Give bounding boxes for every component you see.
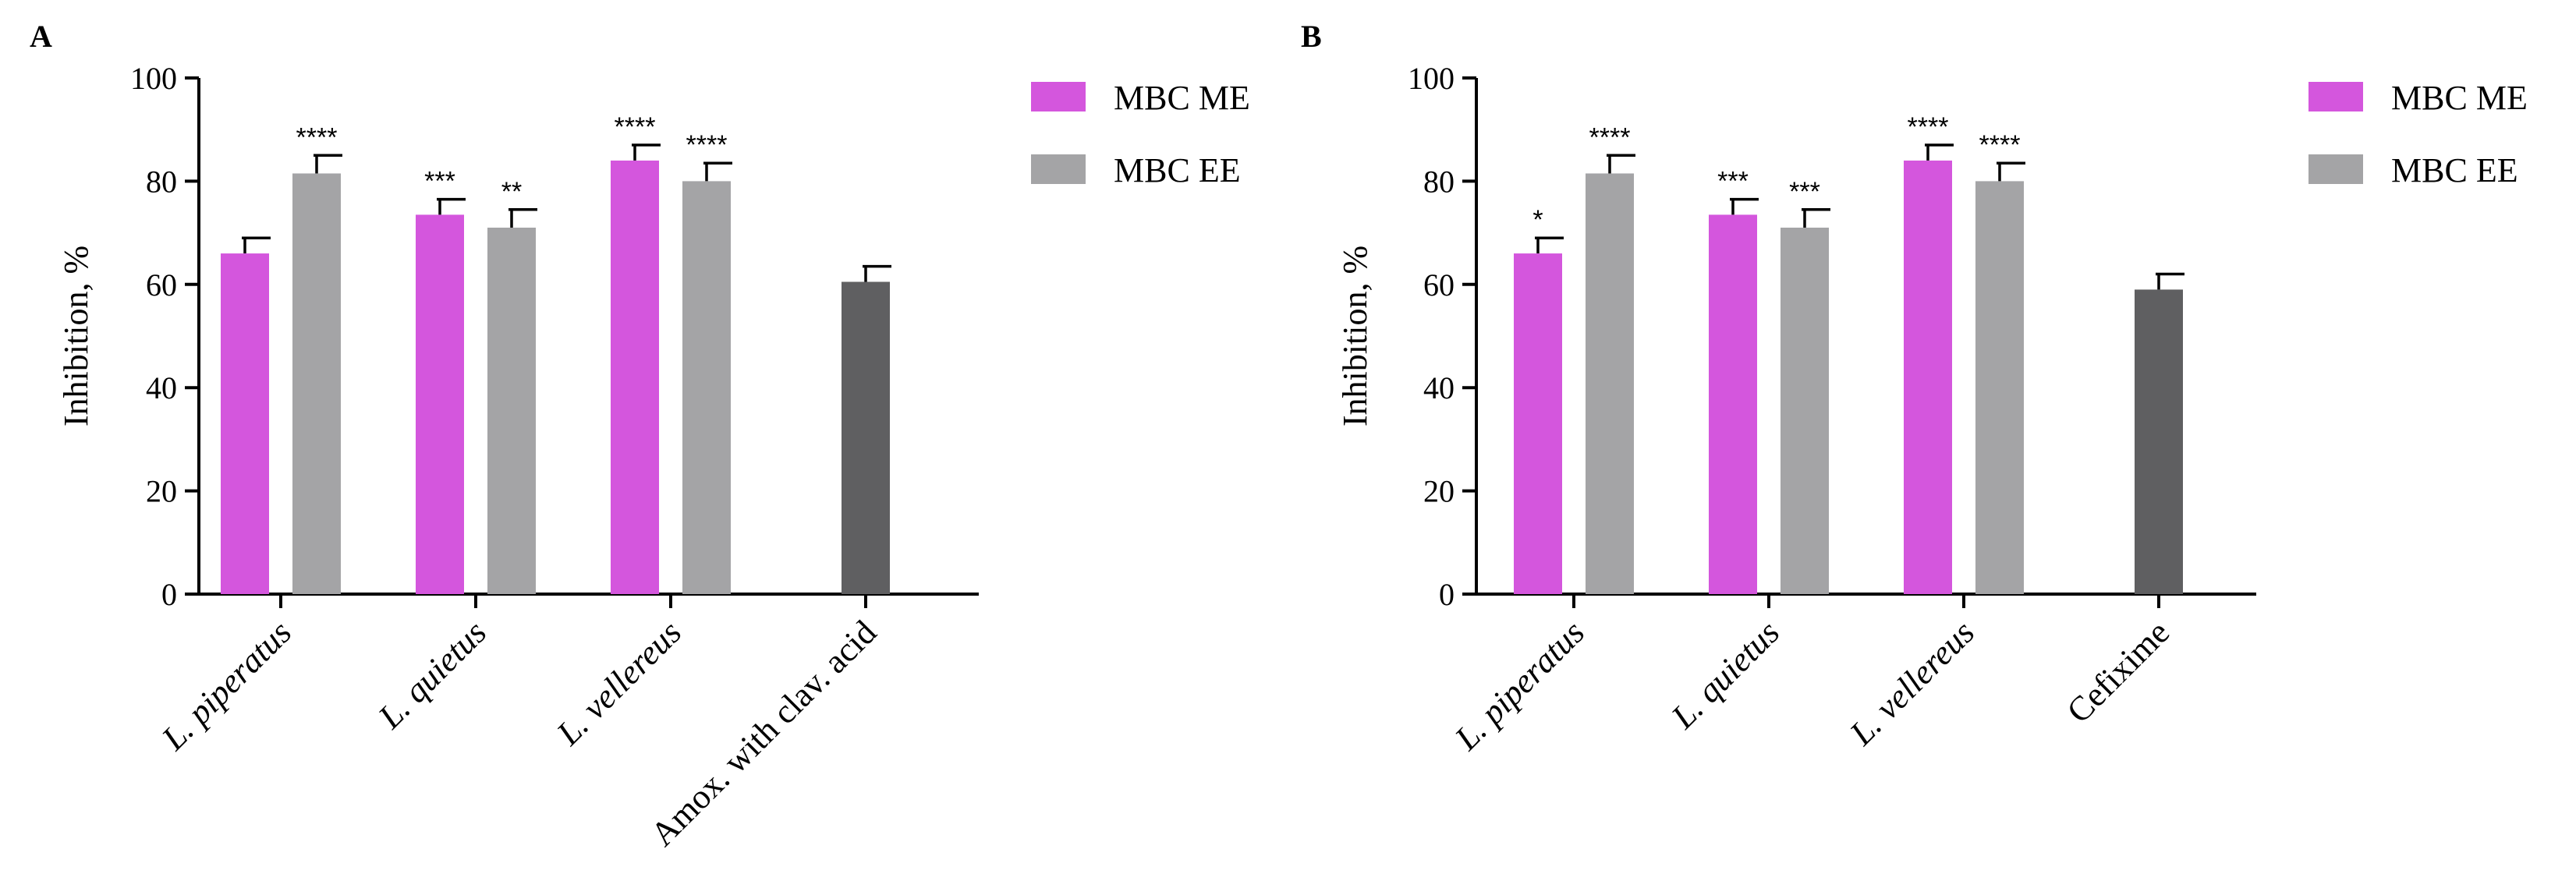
significance-label: ****: [686, 130, 728, 160]
bar: [1781, 227, 1829, 594]
significance-label: **: [501, 177, 522, 207]
y-tick-label: 20: [146, 474, 177, 509]
legend-swatch: [2308, 82, 2363, 111]
y-tick-label: 100: [130, 61, 177, 96]
y-tick-label: 80: [146, 164, 177, 199]
legend-label: MBC ME: [2391, 79, 2528, 117]
panel-letter: B: [1301, 19, 1322, 54]
x-category-label: L. vellereus: [549, 613, 689, 752]
legend-swatch: [1031, 82, 1086, 111]
y-tick-label: 20: [1423, 474, 1455, 509]
x-category-label: Cefixime: [2060, 613, 2177, 730]
legend-swatch: [1031, 154, 1086, 184]
bar: [1904, 160, 1952, 595]
bar: [1709, 214, 1757, 594]
x-category-label: L. quietus: [370, 613, 494, 736]
panel-b: B Inhibition, % 0 20 40 60 80 100 L. piperatus L.…: [1301, 19, 2528, 758]
bar: [2135, 289, 2183, 594]
bar: [1514, 253, 1562, 594]
bar: [416, 214, 464, 594]
significance-label: ****: [1979, 130, 2021, 160]
significance-label: *: [1532, 205, 1543, 235]
significance-label: ****: [1589, 122, 1631, 152]
y-tick-label: 0: [161, 577, 177, 612]
bar: [221, 253, 269, 594]
bar: [487, 227, 536, 594]
bar: [292, 173, 341, 595]
legend-swatch: [2308, 154, 2363, 184]
bar: [842, 281, 890, 594]
legend-label: MBC EE: [1114, 151, 1241, 189]
y-tick-label: 100: [1408, 61, 1455, 96]
x-category-label: L. piperatus: [1447, 613, 1592, 758]
y-axis-title: Inhibition, %: [1336, 246, 1374, 426]
x-category-label: L. quietus: [1664, 613, 1787, 736]
significance-label: ***: [1717, 167, 1749, 196]
x-category-label: L. vellereus: [1842, 613, 1982, 752]
y-tick-label: 0: [1439, 577, 1455, 612]
panel-letter: A: [30, 19, 52, 54]
significance-label: ****: [1908, 112, 1949, 142]
significance-label: ***: [424, 167, 455, 196]
significance-label: ****: [615, 112, 656, 142]
y-tick-label: 40: [1423, 370, 1455, 405]
y-tick-label: 60: [146, 267, 177, 303]
legend-label: MBC EE: [2391, 151, 2518, 189]
y-tick-label: 60: [1423, 267, 1455, 303]
y-axis-title: Inhibition, %: [57, 246, 95, 426]
bar: [1975, 181, 2024, 594]
bar: [682, 181, 731, 594]
x-category-label: L. piperatus: [154, 613, 299, 758]
significance-label: ****: [296, 122, 338, 152]
y-tick-label: 40: [146, 370, 177, 405]
bar: [611, 160, 659, 595]
bar: [1586, 173, 1634, 595]
legend-label: MBC ME: [1114, 79, 1250, 117]
y-tick-label: 80: [1423, 164, 1455, 199]
significance-label: ***: [1789, 177, 1820, 207]
panel-a: A Inhibition, % 0 20 40 60 80 100 L. piperatus L.…: [30, 19, 1250, 854]
